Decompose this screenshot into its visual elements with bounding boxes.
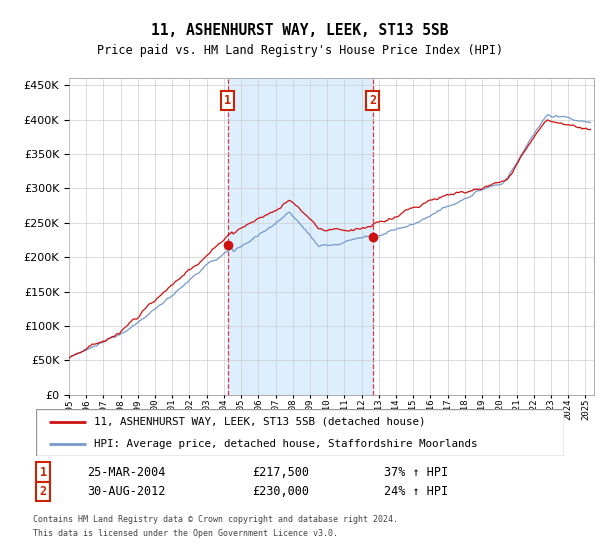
Text: 30-AUG-2012: 30-AUG-2012: [87, 485, 166, 498]
Text: 24% ↑ HPI: 24% ↑ HPI: [384, 485, 448, 498]
Text: £230,000: £230,000: [252, 485, 309, 498]
Text: 25-MAR-2004: 25-MAR-2004: [87, 465, 166, 479]
Text: 37% ↑ HPI: 37% ↑ HPI: [384, 465, 448, 479]
Bar: [228, 78, 373, 395]
Text: This data is licensed under the Open Government Licence v3.0.: This data is licensed under the Open Gov…: [33, 529, 338, 538]
Text: 11, ASHENHURST WAY, LEEK, ST13 5SB (detached house): 11, ASHENHURST WAY, LEEK, ST13 5SB (deta…: [94, 417, 425, 427]
Text: 2: 2: [40, 485, 47, 498]
Text: HPI: Average price, detached house, Staffordshire Moorlands: HPI: Average price, detached house, Staf…: [94, 438, 478, 449]
Text: 1: 1: [224, 94, 232, 107]
Text: 2: 2: [370, 94, 377, 107]
Text: 1: 1: [40, 465, 47, 479]
Text: 11, ASHENHURST WAY, LEEK, ST13 5SB: 11, ASHENHURST WAY, LEEK, ST13 5SB: [151, 24, 449, 38]
FancyBboxPatch shape: [36, 409, 564, 456]
Text: Contains HM Land Registry data © Crown copyright and database right 2024.: Contains HM Land Registry data © Crown c…: [33, 515, 398, 524]
Text: £217,500: £217,500: [252, 465, 309, 479]
Text: Price paid vs. HM Land Registry's House Price Index (HPI): Price paid vs. HM Land Registry's House …: [97, 44, 503, 57]
